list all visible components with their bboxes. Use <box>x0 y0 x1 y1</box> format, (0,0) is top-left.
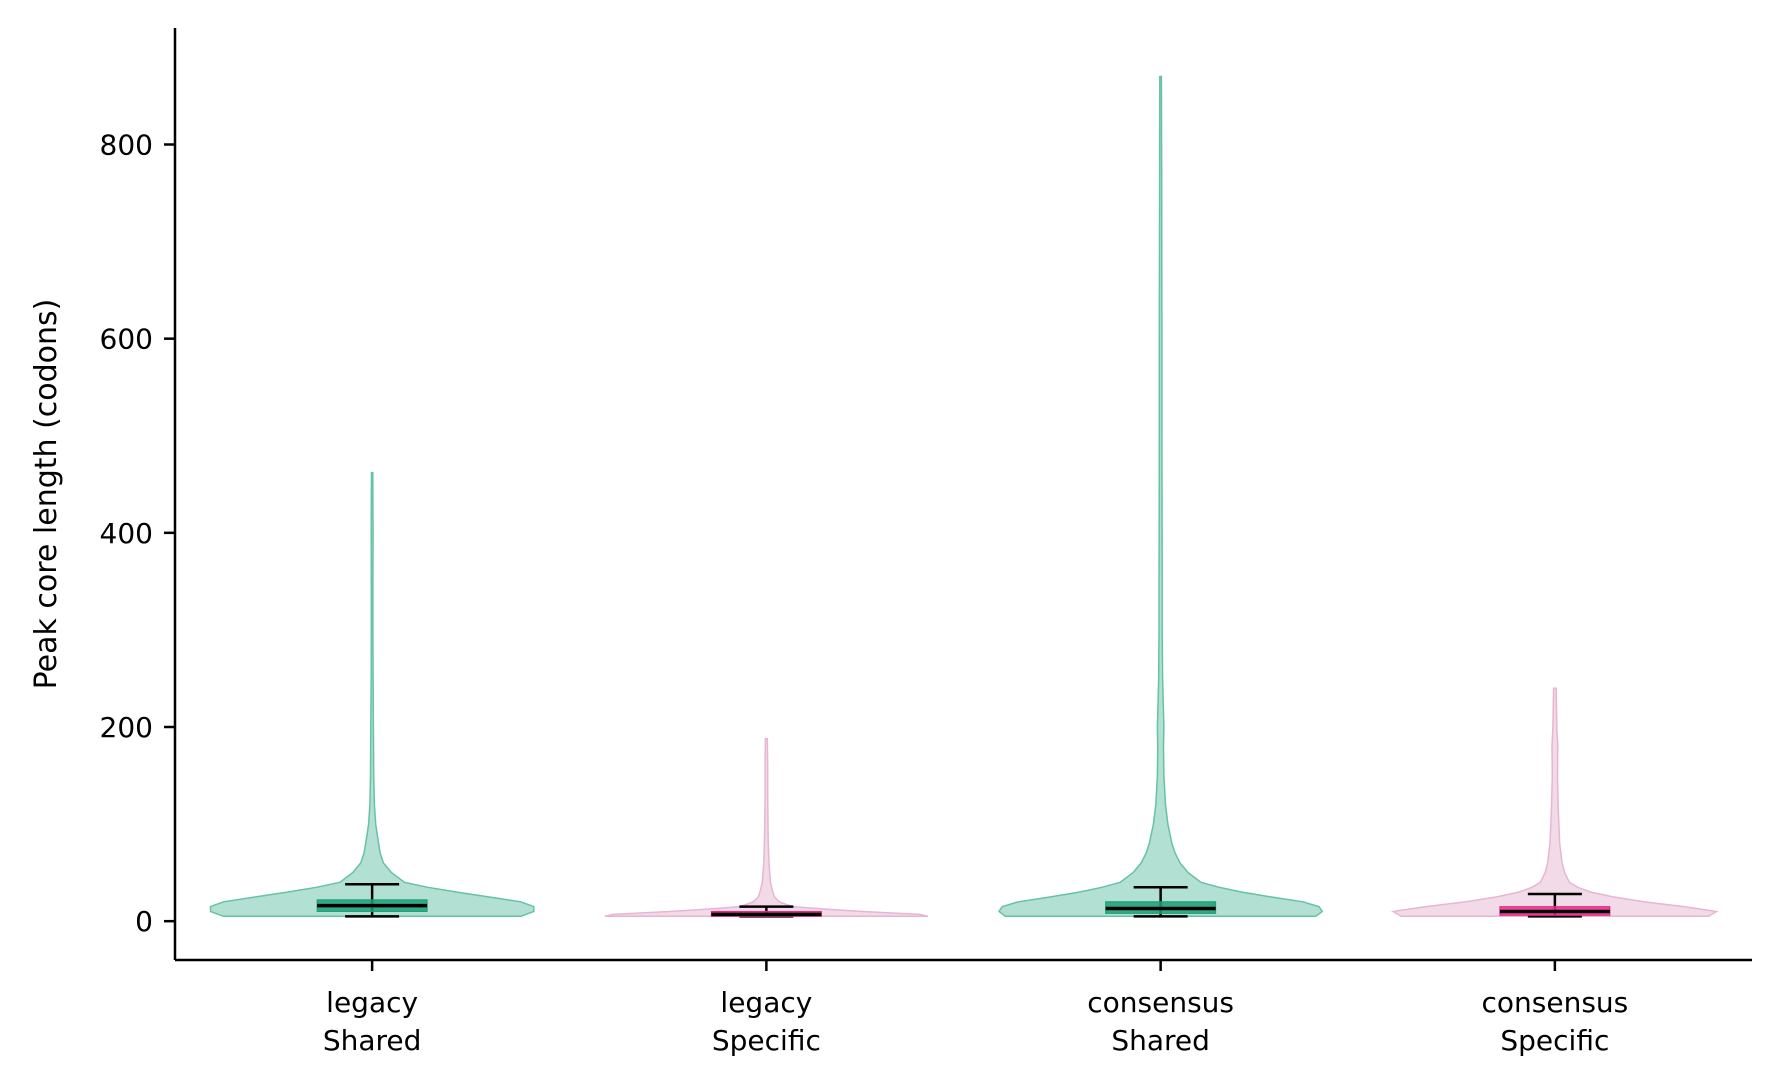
x-tick-label-line1: consensus <box>1087 986 1234 1019</box>
x-tick-label-line2: Specific <box>712 1024 821 1057</box>
y-tick-label: 200 <box>100 711 153 744</box>
y-axis: 0 200 400 600 800 <box>100 28 177 960</box>
violin-3 <box>1391 687 1719 918</box>
x-tick-label-line2: Shared <box>323 1024 422 1057</box>
boxes-layer <box>316 883 1611 918</box>
violin-1 <box>604 737 929 918</box>
y-tick-label: 0 <box>135 905 153 938</box>
violins-layer <box>209 75 1719 918</box>
y-axis-title: Peak core length (codons) <box>29 299 64 690</box>
y-tick-label: 400 <box>100 517 153 550</box>
x-tick-label-line2: Shared <box>1111 1024 1210 1057</box>
x-tick-label-line1: legacy <box>326 986 418 1019</box>
x-tick-label-line2: Specific <box>1500 1024 1609 1057</box>
violin-0 <box>209 471 535 918</box>
x-tick-label-line1: consensus <box>1481 986 1628 1019</box>
violin-2 <box>997 75 1324 918</box>
y-tick-label: 800 <box>100 129 153 162</box>
x-tick-label-line1: legacy <box>720 986 812 1019</box>
x-axis: legacy Shared legacy Specific consensus Share… <box>175 958 1752 1057</box>
y-tick-label: 600 <box>100 323 153 356</box>
